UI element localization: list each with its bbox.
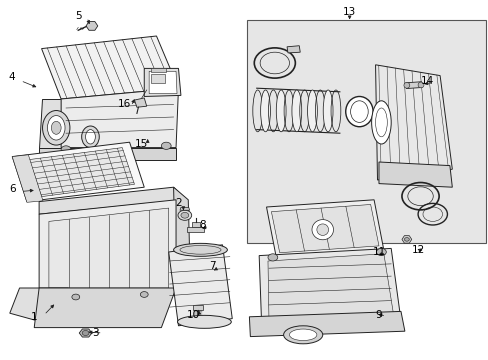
Circle shape — [267, 254, 277, 261]
Text: 16: 16 — [118, 99, 131, 109]
Text: 10: 10 — [186, 310, 199, 320]
Polygon shape — [173, 187, 190, 295]
Polygon shape — [249, 311, 404, 337]
Polygon shape — [401, 236, 411, 243]
Polygon shape — [180, 207, 189, 210]
Polygon shape — [191, 222, 199, 227]
Polygon shape — [39, 148, 176, 160]
Text: 7: 7 — [209, 261, 216, 271]
Ellipse shape — [173, 243, 227, 256]
Polygon shape — [34, 288, 176, 328]
Ellipse shape — [316, 224, 328, 235]
Text: 12: 12 — [410, 245, 424, 255]
Ellipse shape — [42, 111, 70, 145]
Polygon shape — [186, 227, 204, 232]
Ellipse shape — [283, 326, 322, 344]
Ellipse shape — [403, 82, 409, 88]
Polygon shape — [149, 71, 177, 94]
Ellipse shape — [181, 212, 188, 218]
Ellipse shape — [289, 329, 316, 341]
Circle shape — [61, 146, 71, 153]
Polygon shape — [61, 88, 178, 148]
Ellipse shape — [276, 90, 285, 132]
Polygon shape — [375, 65, 451, 180]
Ellipse shape — [85, 130, 95, 144]
Text: 3: 3 — [92, 328, 99, 338]
Polygon shape — [150, 68, 166, 72]
Circle shape — [140, 292, 148, 297]
Polygon shape — [39, 99, 61, 148]
Polygon shape — [41, 36, 178, 99]
Ellipse shape — [307, 90, 317, 132]
Polygon shape — [286, 46, 300, 53]
Polygon shape — [86, 22, 98, 30]
Polygon shape — [267, 254, 393, 319]
Text: 8: 8 — [199, 220, 206, 230]
Ellipse shape — [51, 121, 61, 134]
Polygon shape — [193, 305, 203, 310]
Text: 11: 11 — [371, 247, 385, 257]
Ellipse shape — [311, 220, 333, 240]
Bar — [246, 20, 485, 243]
Text: 2: 2 — [175, 198, 182, 208]
Circle shape — [72, 294, 80, 300]
Polygon shape — [405, 82, 421, 89]
Ellipse shape — [177, 315, 231, 328]
Text: 4: 4 — [9, 72, 16, 82]
Ellipse shape — [178, 210, 191, 220]
Text: 1: 1 — [31, 312, 38, 322]
Text: 9: 9 — [375, 310, 382, 320]
Ellipse shape — [47, 116, 65, 140]
Polygon shape — [378, 162, 451, 187]
Polygon shape — [12, 155, 43, 202]
Ellipse shape — [291, 90, 301, 132]
Polygon shape — [12, 142, 144, 202]
Polygon shape — [49, 208, 168, 288]
Ellipse shape — [345, 96, 372, 127]
Ellipse shape — [81, 126, 99, 148]
Polygon shape — [10, 288, 68, 324]
Text: 14: 14 — [420, 76, 434, 86]
Text: 13: 13 — [342, 6, 356, 17]
Polygon shape — [150, 74, 165, 83]
Polygon shape — [134, 98, 146, 107]
Text: 5: 5 — [75, 11, 81, 21]
Polygon shape — [266, 200, 383, 257]
Polygon shape — [24, 148, 134, 197]
Circle shape — [161, 142, 171, 149]
Polygon shape — [144, 68, 181, 96]
Polygon shape — [259, 248, 400, 324]
Polygon shape — [39, 200, 176, 295]
Ellipse shape — [371, 101, 390, 144]
Polygon shape — [271, 204, 378, 253]
Ellipse shape — [323, 90, 332, 132]
Ellipse shape — [417, 82, 423, 88]
Circle shape — [376, 248, 386, 256]
Text: 15: 15 — [135, 139, 148, 149]
Circle shape — [404, 238, 408, 241]
Polygon shape — [168, 245, 232, 326]
Text: 6: 6 — [9, 184, 16, 194]
Circle shape — [82, 330, 89, 336]
Ellipse shape — [260, 90, 270, 132]
Polygon shape — [79, 329, 92, 337]
Polygon shape — [39, 187, 185, 214]
